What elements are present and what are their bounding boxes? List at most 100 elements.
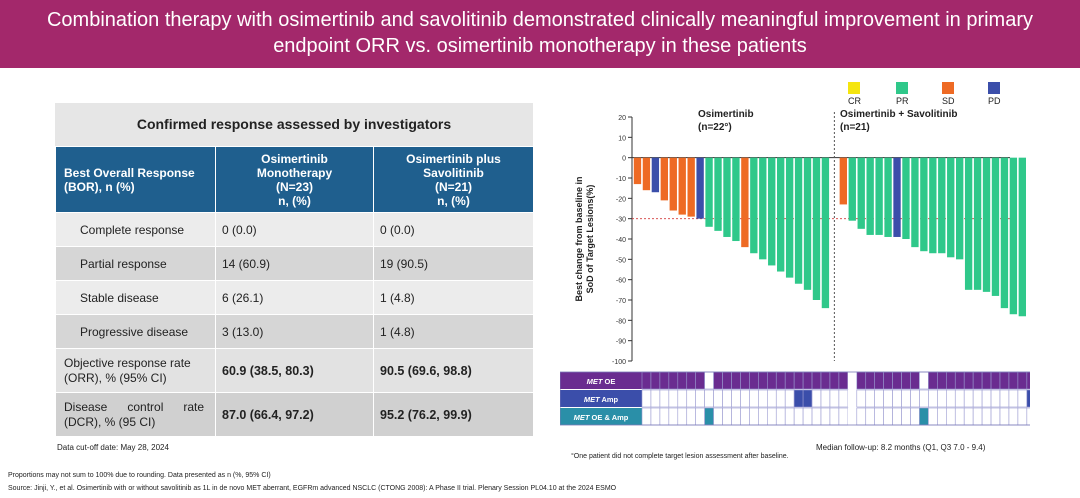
y-tick-label: -20 [616, 196, 626, 203]
biomarker-cell-positive [999, 371, 1010, 390]
biomarker-cell-positive [767, 371, 777, 390]
y-tick-label: -70 [616, 298, 626, 305]
biomarker-cell-negative [919, 389, 929, 408]
biomarker-cell-positive [883, 371, 893, 390]
dcr-combo-value: 95.2 (76.2, 99.9) [373, 392, 534, 437]
banner-line-2: endpoint ORR vs. osimertinib monotherapy… [273, 35, 807, 57]
biomarker-cell-negative [650, 389, 661, 408]
biomarker-cell-negative [829, 389, 840, 408]
biomarker-cell-negative [1026, 407, 1030, 426]
biomarker-cell-negative [749, 389, 759, 408]
biomarker-cell-negative [758, 389, 768, 408]
biomarker-cell-positive [919, 407, 929, 426]
legend-label-pd: PD [988, 96, 1001, 106]
biomarker-cell-negative [713, 407, 723, 426]
biomarker-cell-negative [740, 407, 750, 426]
biomarker-cell-negative [829, 407, 840, 426]
waterfall-bar [732, 157, 740, 242]
biomarker-cell-negative [695, 389, 705, 408]
biomarker-cell-positive [901, 371, 911, 390]
biomarker-grid: MET OE MET Amp MET OE & Amp [560, 371, 1030, 426]
biomarker-cell-negative [704, 389, 714, 408]
orr-label-line: (ORR), % (95% CI) [64, 370, 167, 385]
biomarker-gap [847, 408, 857, 425]
biomarker-cell-negative [650, 407, 661, 426]
waterfall-bar [893, 157, 901, 237]
biomarker-cell-negative [811, 407, 822, 426]
biomarker-cell-positive [892, 371, 902, 390]
biomarker-cell-negative [981, 389, 992, 408]
biomarker-cell-negative [981, 407, 992, 426]
biomarker-grid-frame [560, 371, 1030, 426]
waterfall-bar [741, 157, 749, 248]
biomarker-cell-negative [838, 407, 849, 426]
y-tick-label: -50 [616, 257, 626, 264]
legend-swatch-cr [848, 81, 860, 94]
biomarker-cell-positive [793, 371, 804, 390]
waterfall-bar [884, 157, 892, 237]
biomarker-cell-negative [740, 389, 750, 408]
biomarker-cell-positive [811, 371, 822, 390]
waterfall-chart: 20 10 0 -10 -20 -30 -40 -50 -60 -70 -80 -90 -100 Bes… [560, 109, 1030, 426]
table-header-row: Best Overall Response (BOR), n (%) Osime… [55, 146, 534, 213]
waterfall-bar [669, 157, 677, 211]
biomarker-cell-positive [1017, 371, 1028, 390]
biomarker-cell-positive [865, 371, 875, 390]
biomarker-cell-positive [838, 371, 849, 390]
waterfall-bar [812, 157, 821, 300]
biomarker-cell-positive [802, 371, 813, 390]
row-combo-value: 1 (4.8) [373, 314, 534, 349]
dcr-label-line: Disease control rate [64, 399, 205, 414]
row-label: Complete response [55, 212, 216, 247]
orr-mono-value: 60.9 (38.5, 80.3) [215, 348, 374, 393]
biomarker-cell-negative [883, 389, 893, 408]
waterfall-bar [750, 157, 758, 254]
bars [633, 157, 1026, 317]
biomarker-cell-negative [659, 407, 670, 426]
biomarker-cell-negative [874, 407, 884, 426]
biomarker-row-label: MET Amp [584, 395, 619, 404]
table-row-dcr: Disease control rate (DCR), % (95 CI) 87… [55, 392, 534, 437]
biomarker-cell-negative [722, 407, 732, 426]
header-mono-line: (N=23) [275, 179, 313, 194]
footnote-proportions: Proportions may not sum to 100% due to r… [8, 472, 271, 479]
y-tick-label: 0 [622, 156, 626, 163]
biomarker-cell-negative [668, 407, 679, 426]
biomarker-cell-negative [641, 389, 652, 408]
group-label-osimertinib: Osimertinib [698, 109, 754, 120]
biomarker-cell-negative [686, 407, 696, 426]
y-tick-label: -40 [616, 237, 626, 244]
biomarker-cell-negative [945, 389, 956, 408]
waterfall-bar [803, 157, 812, 290]
biomarker-cell-positive [954, 371, 965, 390]
biomarker-cell-positive [784, 371, 795, 390]
biomarker-cell-negative [1008, 389, 1019, 408]
waterfall-bar [938, 157, 946, 254]
biomarker-cell-negative [990, 389, 1001, 408]
banner-line-1: Combination therapy with osimertinib and… [46, 9, 1033, 31]
biomarker-cell-negative [972, 407, 983, 426]
biomarker-cell-negative [999, 407, 1010, 426]
biomarker-cell-positive [713, 371, 723, 390]
y-tick-label: -10 [616, 176, 626, 183]
data-cutoff-note: Data cut-off date: May 28, 2024 [57, 443, 169, 452]
header-bor-line: (BOR), n (%) [64, 179, 135, 194]
biomarker-row-label-box [560, 408, 642, 425]
biomarker-cell-positive [945, 371, 956, 390]
legend-item-cr: CR [848, 80, 865, 106]
waterfall-bar [920, 157, 928, 252]
waterfall-bar [929, 157, 937, 254]
row-label: Stable disease [55, 280, 216, 315]
biomarker-cell-negative [784, 389, 795, 408]
waterfall-bar [759, 157, 767, 260]
y-axis-label: Best change from baseline inSoD of Targe… [574, 176, 595, 301]
group-n-combination: (n=21) [840, 122, 870, 133]
biomarker-cell-negative [892, 407, 902, 426]
table-row: Complete response 0 (0.0) 0 (0.0) [55, 212, 534, 247]
biomarker-cell-negative [677, 407, 688, 426]
waterfall-bar [857, 157, 865, 229]
waterfall-bar [848, 157, 856, 221]
y-tick-label: 10 [618, 135, 626, 142]
biomarker-cell-negative [856, 389, 867, 408]
waterfall-bar [678, 157, 686, 215]
